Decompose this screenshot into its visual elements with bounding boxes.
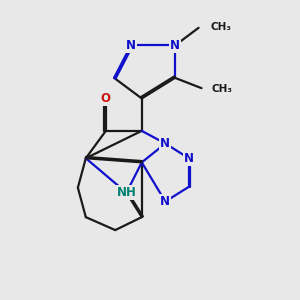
Text: CH₃: CH₃: [212, 84, 233, 94]
Text: N: N: [184, 152, 194, 165]
Text: NH: NH: [116, 186, 136, 199]
Text: O: O: [101, 92, 111, 105]
Text: N: N: [160, 137, 170, 150]
Text: N: N: [160, 195, 170, 208]
Text: N: N: [126, 39, 136, 52]
Text: N: N: [170, 39, 180, 52]
Text: CH₃: CH₃: [210, 22, 231, 32]
